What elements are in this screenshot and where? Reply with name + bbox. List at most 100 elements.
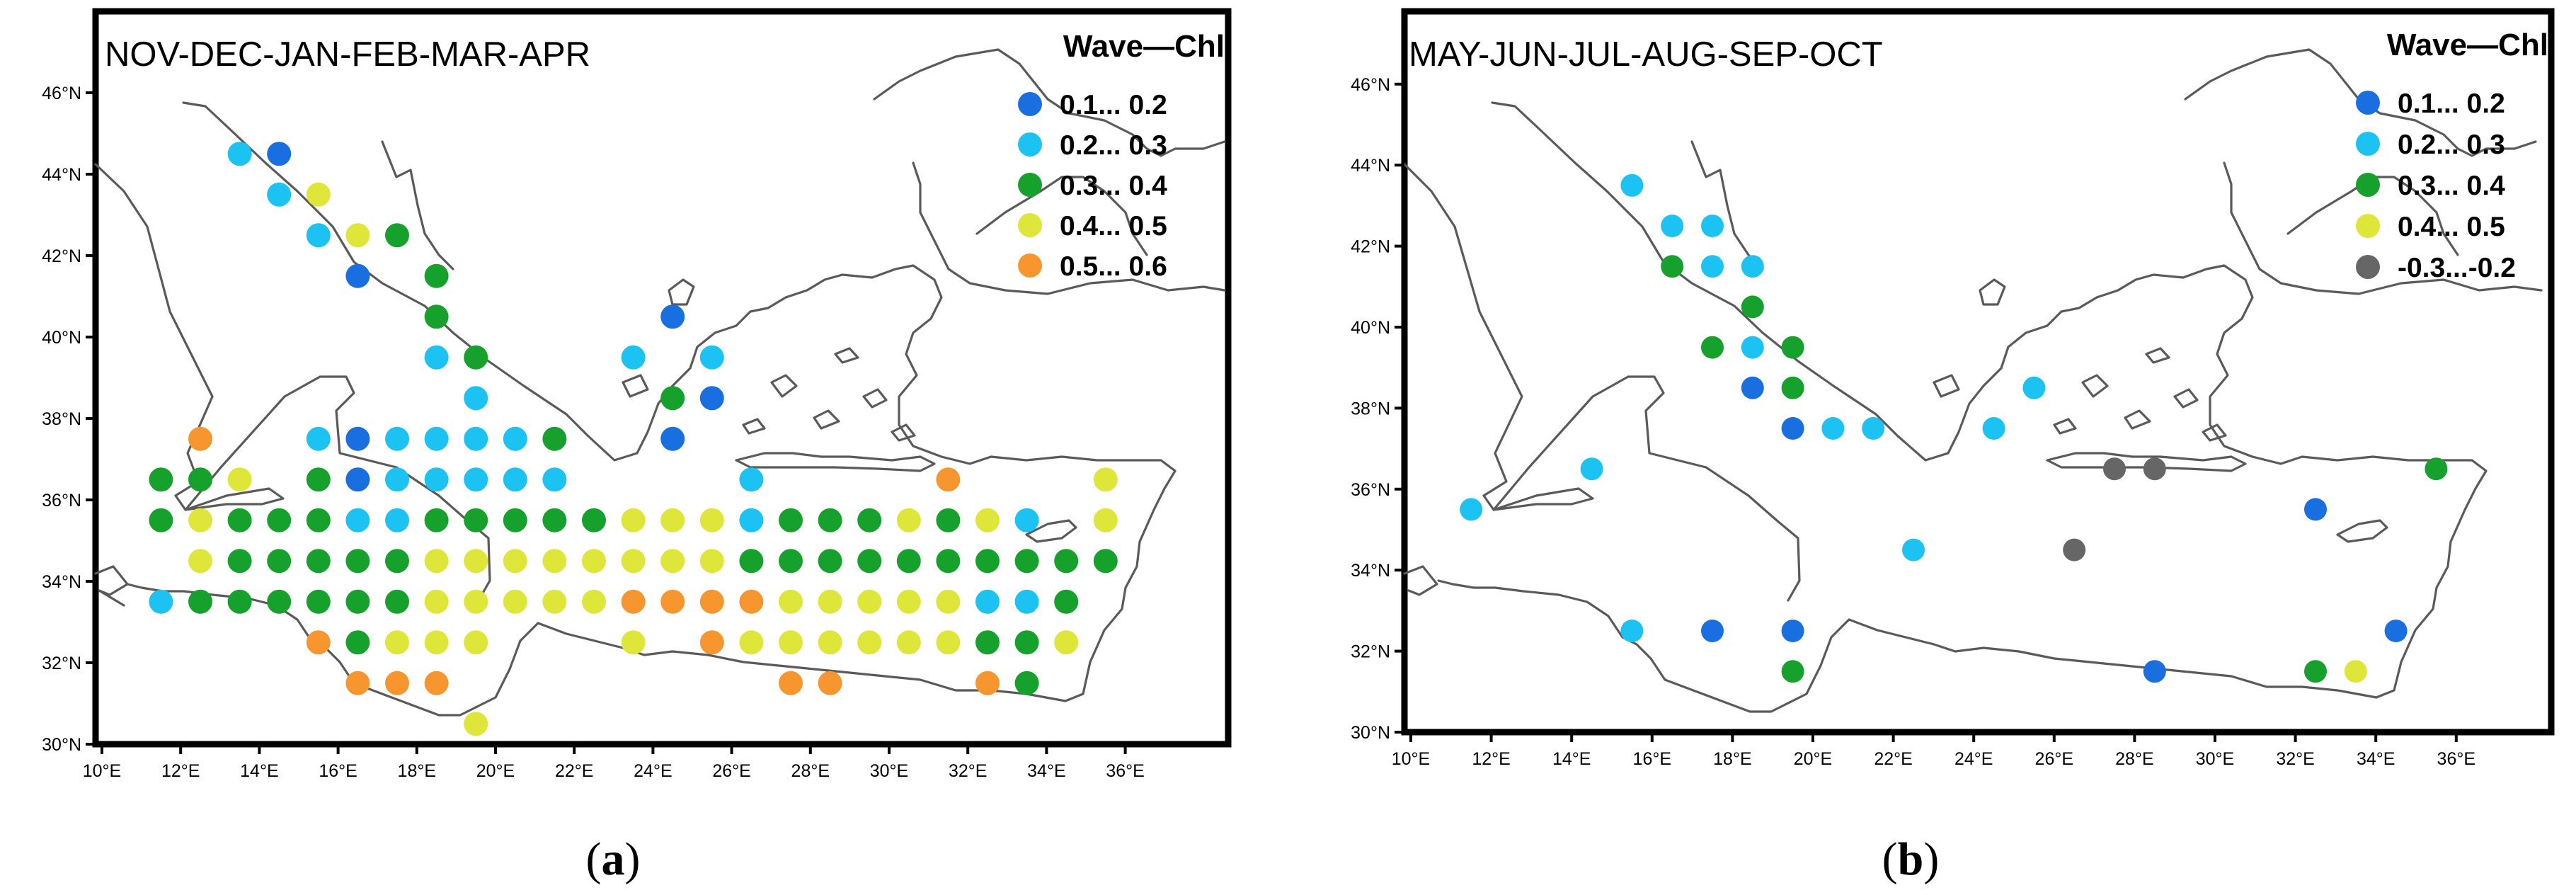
y-tick-label: 44°N [42,165,81,185]
data-point [464,630,488,655]
data-point [464,386,488,411]
data-point [227,508,252,532]
y-tick-label: 32°N [42,654,81,673]
panel-a-caption-letter: a [602,833,625,885]
y-tick-label: 38°N [1351,399,1390,418]
data-point [306,549,331,574]
x-tick-label: 18°E [398,761,436,781]
data-point [1741,255,1764,278]
data-point [464,467,488,492]
data-point [896,508,921,532]
data-point [2022,376,2046,399]
data-point [779,630,803,655]
data-point [582,508,606,532]
data-point [464,589,488,614]
data-point [385,589,409,614]
data-point [1661,255,1684,278]
data-point [896,549,921,574]
data-point [345,671,370,695]
data-point [2304,660,2327,683]
data-point [1054,630,1079,655]
data-point [896,589,921,614]
x-tick-label: 24°E [1954,749,1993,769]
data-point [2425,457,2448,481]
data-point [1014,549,1039,574]
data-point [2103,457,2126,481]
panel-a-points [149,142,1118,736]
data-point [660,426,685,451]
data-point [149,508,173,532]
data-point [857,508,882,532]
x-tick-label: 34°E [2357,749,2395,769]
data-point [464,508,488,532]
x-tick-label: 36°E [1106,761,1144,781]
data-point [2143,457,2166,481]
data-point [149,467,173,492]
y-tick-label: 34°N [1351,561,1390,581]
y-tick-label: 42°N [42,246,81,266]
data-point [227,589,252,614]
data-point [1821,417,1845,440]
x-tick-label: 28°E [791,761,830,781]
data-point [699,549,724,574]
data-point [1781,336,1804,359]
data-point [660,304,685,329]
data-point [975,630,1000,655]
legend-swatch [1018,213,1042,237]
y-tick-label: 46°N [1351,75,1390,95]
panel-b-legend: Wave—Chl 0.1... 0.2 0.2... 0.3 0.3... 0.4 0.… [2356,28,2548,283]
data-point [424,549,449,574]
y-tick-label: 32°N [1351,642,1390,662]
legend-label: 0.2... 0.3 [1060,130,1167,161]
data-point [779,589,803,614]
data-point [621,549,646,574]
data-point [424,345,449,370]
data-point [936,630,961,655]
x-tick-label: 18°E [1713,749,1751,769]
legend-label: 0.3... 0.4 [2398,171,2505,201]
data-point [621,630,646,655]
y-tick-label: 36°N [1351,480,1390,500]
panel-a-axes: 10°E 12°E 14°E 16°E 18°E 20°E 22°E 24°E 26°E 28°E… [42,84,1145,781]
legend-swatch [1018,92,1042,116]
panel-b-points [1460,173,2448,683]
legend-swatch [1018,132,1042,156]
data-point [1093,467,1118,492]
data-point [306,426,331,451]
data-point [2384,620,2408,642]
x-tick-label: 24°E [634,761,672,781]
data-point [424,263,449,288]
data-point [2344,660,2367,683]
x-tick-label: 10°E [83,761,121,781]
panel-b-caption: (b) [1882,833,1940,885]
data-point [1741,295,1764,319]
x-tick-label: 30°E [2196,749,2234,769]
data-point [818,589,842,614]
data-point [188,467,212,492]
y-tick-label: 40°N [42,328,81,348]
panel-a-frame [92,8,1232,748]
data-point [936,589,961,614]
data-point [267,549,292,574]
panel-b-axes: 10°E 12°E 14°E 16°E 18°E 20°E 22°E 24°E 26°E 28°E… [1351,75,2475,769]
data-point [424,589,449,614]
data-point [660,549,685,574]
data-point [660,508,685,532]
data-point [699,345,724,370]
data-point [188,426,212,451]
x-tick-label: 12°E [161,761,200,781]
data-point [503,508,527,532]
data-point [582,549,606,574]
x-tick-label: 32°E [949,761,987,781]
legend-label: 0.1... 0.2 [2398,89,2505,119]
x-tick-label: 10°E [1392,749,1430,769]
data-point [542,467,567,492]
data-point [464,345,488,370]
data-point [2304,498,2327,521]
data-point [779,508,803,532]
data-point [345,426,370,451]
data-point [779,671,803,695]
data-point [975,589,1000,614]
data-point [464,549,488,574]
